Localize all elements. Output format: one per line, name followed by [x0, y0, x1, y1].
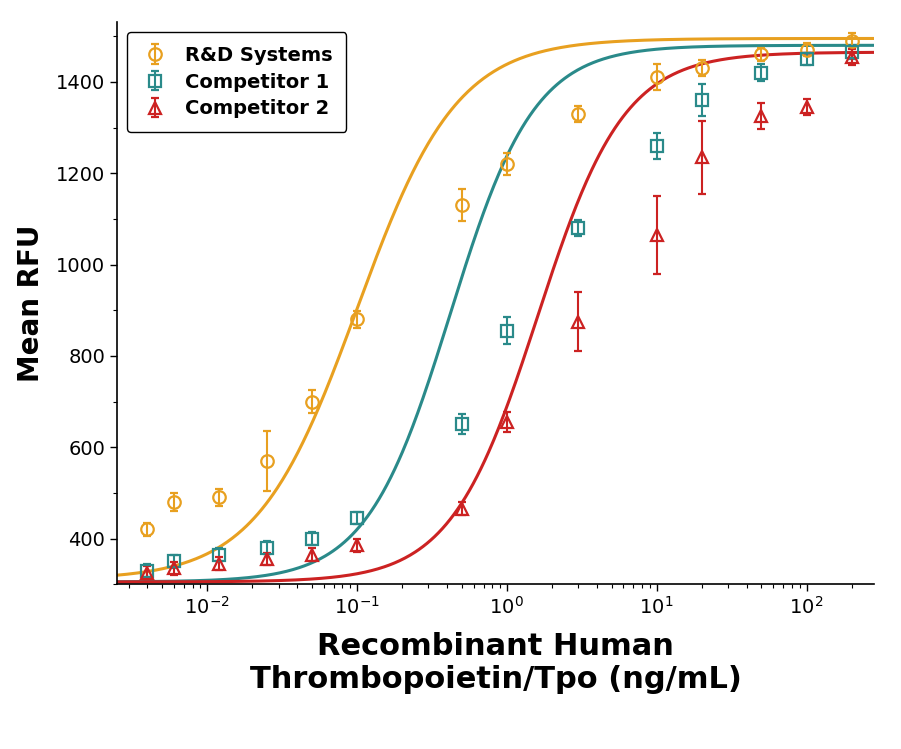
X-axis label: Recombinant Human
Thrombopoietin/Tpo (ng/mL): Recombinant Human Thrombopoietin/Tpo (ng… — [250, 632, 742, 694]
Legend: R&D Systems, Competitor 1, Competitor 2: R&D Systems, Competitor 1, Competitor 2 — [127, 32, 346, 132]
Y-axis label: Mean RFU: Mean RFU — [17, 225, 45, 382]
